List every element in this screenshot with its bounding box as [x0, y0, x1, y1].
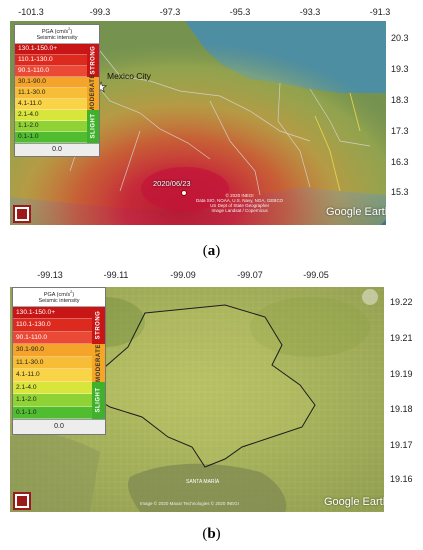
y-tick-label: 20.3 [391, 33, 409, 43]
x-tick-label: -95.3 [229, 7, 251, 17]
x-tick-label: -99.09 [170, 270, 196, 280]
x-tick-label: -99.05 [303, 270, 329, 280]
legend-category-moderate: MODERATE [92, 344, 105, 382]
x-tick-label: -101.3 [18, 7, 44, 17]
panel-b: -99.13 -99.11 -99.09 -99.07 -99.05 19.22 19.2… [0, 270, 423, 550]
legend-row: 30.1-90.0 [15, 76, 87, 88]
y-tick-label: 19.17 [390, 440, 413, 450]
x-tick-label: -97.3 [159, 7, 181, 17]
y-tick-label: 15.3 [391, 187, 409, 197]
institution-logo-icon [13, 492, 31, 510]
map-credit-line: US Dept of State Geographer [210, 203, 270, 208]
legend-row: 90.1-110.0 [13, 331, 92, 345]
lower-area-label: SANTA MARÍA [186, 479, 220, 485]
y-tick-label: 19.18 [390, 404, 413, 414]
institution-logo-icon [13, 205, 31, 223]
legend-zero-row: 0.0 [15, 142, 99, 156]
panel-a: -101.3 -99.3 -97.3 -95.3 -93.3 -91.3 20.3 19.3… [0, 0, 423, 268]
legend-row: 110.1-130.0 [15, 54, 87, 66]
legend-row: 0.1-1.0 [15, 131, 87, 143]
legend-row: 1.1-2.0 [15, 120, 87, 132]
google-earth-logo-a: Google Earth [326, 206, 386, 218]
legend-row: 130.1-150.0+ [13, 306, 92, 320]
legend-category-moderate: MODERATE [87, 74, 99, 112]
y-tick-label: 19.3 [391, 64, 409, 74]
legend-row: 110.1-130.0 [13, 319, 92, 332]
x-tick-label: -99.07 [237, 270, 263, 280]
legend-category-slight: SLIGHT [92, 381, 105, 420]
y-tick-label: 19.16 [390, 474, 413, 484]
legend-row: 130.1-150.0+ [15, 43, 87, 55]
legend-title: PGA (cm/s2) Seismic intensity [15, 25, 99, 44]
legend-row: 90.1-110.0 [15, 65, 87, 77]
y-tick-label: 17.3 [391, 126, 409, 136]
legend-b: PGA (cm/s2) Seismic intensity 130.1-150.0+… [12, 287, 106, 435]
x-tick-label: -93.3 [299, 7, 321, 17]
legend-row: 1.1-2.0 [13, 394, 92, 407]
map-credit-line: Data SIO, NOAA, U.S. Navy, NGA, GEBCO [196, 198, 284, 203]
legend-row: 30.1-90.0 [13, 344, 92, 357]
caption-b: (b) [202, 526, 221, 542]
legend-row: 11.1-30.0 [13, 356, 92, 370]
x-tick-label: -99.11 [103, 270, 129, 280]
legend-row: 11.1-30.0 [15, 87, 87, 99]
city-label: Mexico City [107, 71, 151, 81]
y-tick-label: 18.3 [391, 95, 409, 105]
y-tick-label: 16.3 [391, 157, 409, 167]
google-earth-logo-b: Google Earth [324, 496, 384, 508]
legend-row: 2.1-4.0 [15, 109, 87, 121]
event-date-label: 2020/06/23 [153, 179, 191, 188]
map-credit-line: Image Landsat / Copernicus [211, 208, 268, 213]
y-tick-label: 19.21 [390, 333, 413, 343]
legend-category-strong: STRONG [92, 306, 105, 345]
y-tick-label: 19.22 [390, 297, 413, 307]
x-tick-label: -91.3 [369, 7, 391, 17]
legend-row: 0.1-1.0 [13, 406, 92, 420]
map-credit-a: © 2020 INEGI Data SIO, NOAA, U.S. Navy, … [196, 193, 283, 213]
x-tick-label: -99.13 [37, 270, 63, 280]
legend-title: PGA (cm/s2) Seismic intensity [13, 288, 105, 307]
legend-row: 2.1-4.0 [13, 381, 92, 395]
legend-category-strong: STRONG [87, 43, 99, 77]
legend-a: PGA (cm/s2) Seismic intensity 130.1-150.0+… [14, 24, 100, 157]
map-credit-line: © 2020 INEGI [225, 193, 254, 198]
y-tick-label: 19.19 [390, 369, 413, 379]
map-credit-b: Image © 2020 Maxar Technologies © 2020 I… [140, 501, 239, 506]
caption-a: (a) [202, 243, 221, 259]
legend-row: 4.1-11.0 [15, 98, 87, 110]
x-tick-label: -99.3 [89, 7, 111, 17]
legend-zero-row: 0.0 [13, 419, 105, 434]
legend-category-slight: SLIGHT [87, 109, 99, 143]
legend-row: 4.1-11.0 [13, 369, 92, 382]
